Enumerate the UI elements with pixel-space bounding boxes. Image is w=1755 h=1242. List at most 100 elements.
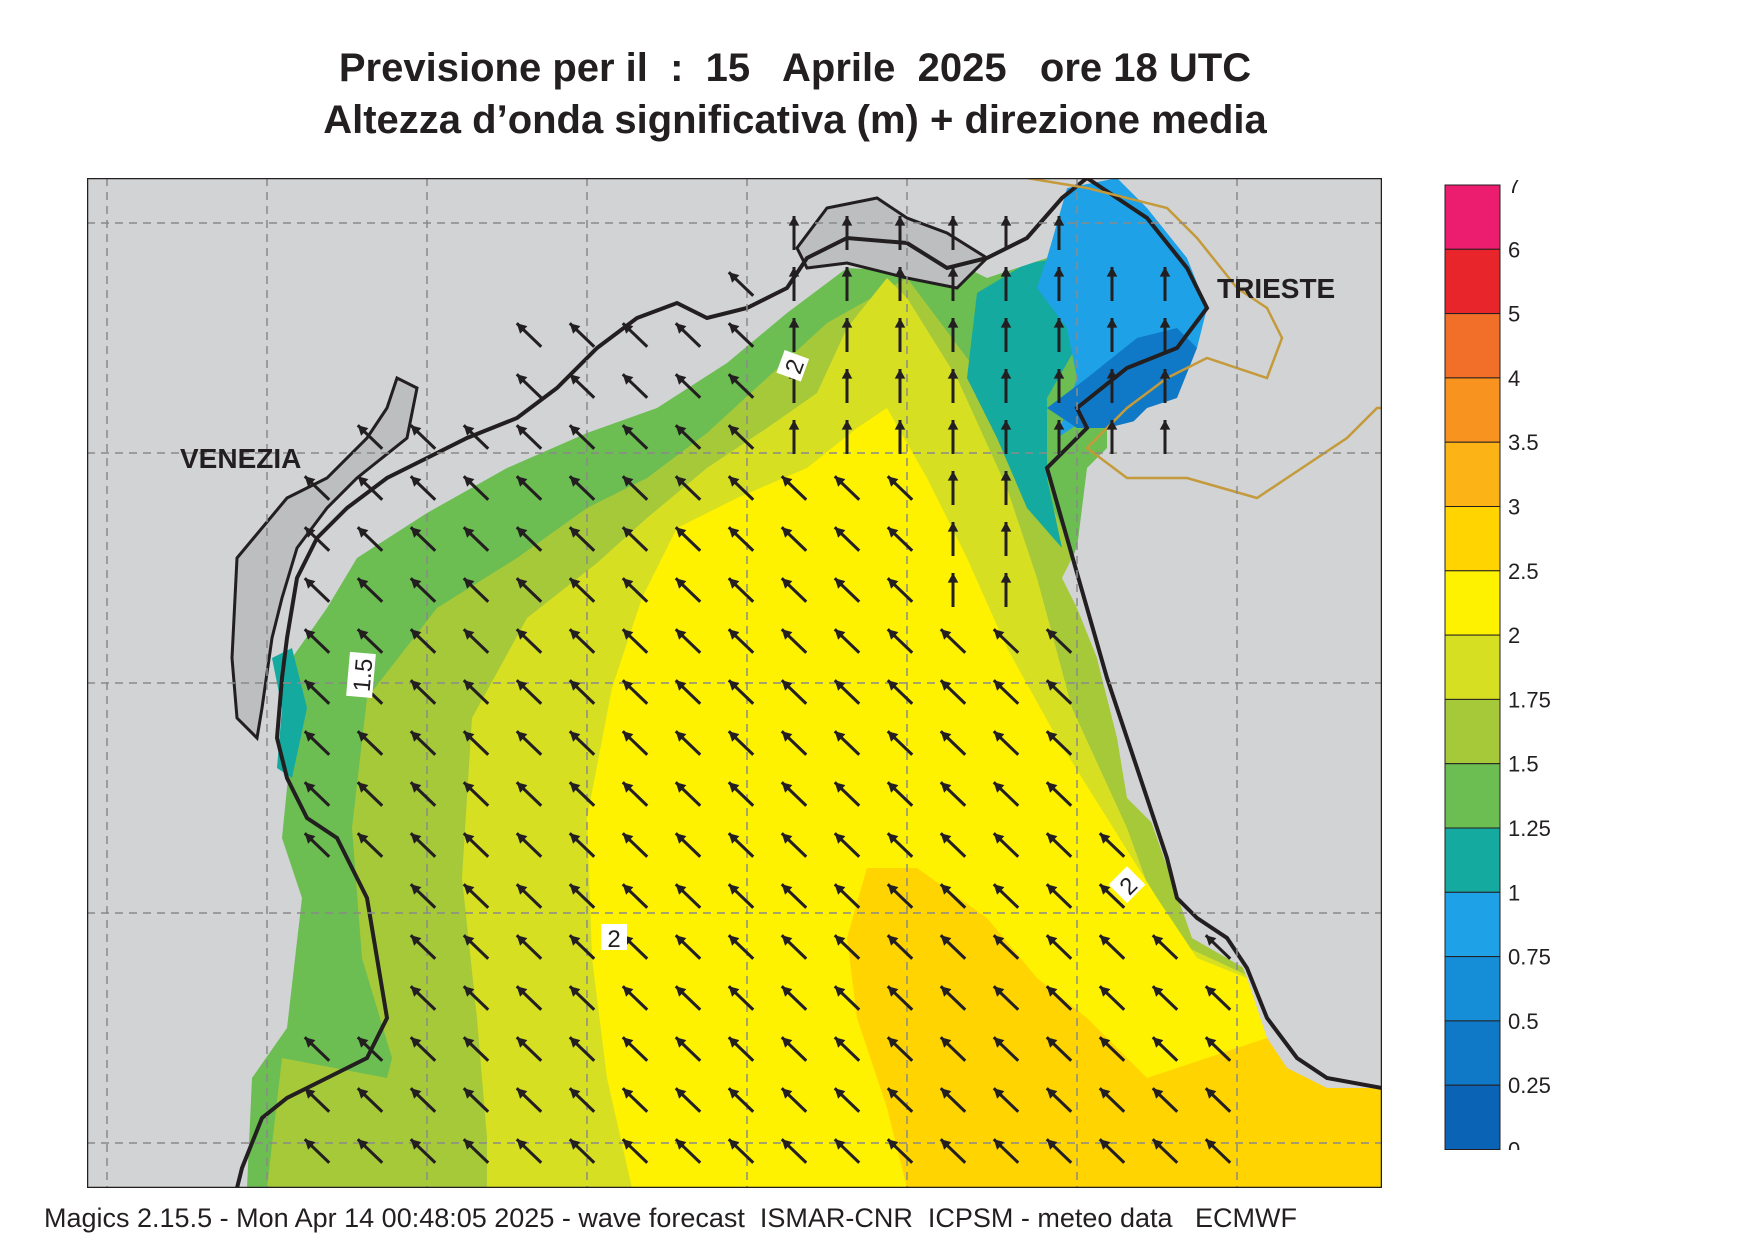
wave-arrow-head (516, 578, 528, 589)
wave-arrow-head (728, 629, 740, 640)
legend-swatch (1444, 184, 1501, 250)
wave-arrow-head (675, 629, 687, 640)
wave-arrow-head (993, 731, 1005, 742)
legend-swatch (1444, 827, 1501, 893)
wave-arrow-head (781, 935, 793, 946)
wave-arrow-head (569, 425, 581, 436)
wave-arrow-head (834, 1139, 846, 1150)
legend-swatch (1444, 570, 1501, 636)
wave-arrow-head (1152, 935, 1164, 946)
wave-arrow-head (1000, 318, 1012, 328)
wave-arrow-head (887, 731, 899, 742)
wave-arrow-head (675, 323, 687, 334)
wave-arrow-head (834, 986, 846, 997)
wave-arrow-head (728, 1088, 740, 1099)
wave-arrow-head (569, 1088, 581, 1099)
wave-arrow-head (940, 833, 952, 844)
wave-arrow-head (993, 1088, 1005, 1099)
wave-arrow-head (1046, 1088, 1058, 1099)
wave-arrow-head (781, 986, 793, 997)
legend-tick-label: 1 (1508, 880, 1520, 905)
wave-arrow-head (622, 425, 634, 436)
wave-arrow-head (622, 833, 634, 844)
wave-arrow-head (1053, 267, 1065, 277)
wave-arrow-head (947, 216, 959, 226)
wave-arrow-head (728, 1037, 740, 1048)
wave-arrow-head (947, 267, 959, 277)
wave-arrow-head (1152, 1088, 1164, 1099)
wave-arrow-head (1046, 884, 1058, 895)
contour-label-3: 2 (601, 924, 627, 953)
wave-arrow-head (894, 318, 906, 328)
wave-arrow-head (781, 1037, 793, 1048)
wave-arrow-head (940, 1088, 952, 1099)
land-mask-north (87, 178, 1382, 1188)
wave-arrow-head (841, 420, 853, 430)
wave-arrow-head (788, 318, 800, 328)
wave-arrow-head (834, 884, 846, 895)
wave-arrow-head (887, 935, 899, 946)
wave-arrow-head (675, 578, 687, 589)
wave-arrow-head (993, 1037, 1005, 1048)
wave-arrow-head (463, 731, 475, 742)
wave-arrow-head (622, 782, 634, 793)
wave-arrow-head (569, 527, 581, 538)
wave-arrow-head (781, 680, 793, 691)
wave-arrow-head (516, 323, 528, 334)
legend-swatch (1444, 891, 1501, 958)
wave-arrow-head (1000, 420, 1012, 430)
wave-arrow-head (357, 578, 369, 589)
wave-arrow-head (1046, 833, 1058, 844)
wave-arrow-head (410, 425, 422, 436)
wave-arrow-head (728, 833, 740, 844)
trieste-label: TRIESTE (1217, 273, 1335, 304)
wave-arrow-head (887, 884, 899, 895)
wave-arrow-head (887, 833, 899, 844)
wave-arrow-head (410, 578, 422, 589)
wave-arrow-head (788, 267, 800, 277)
wave-arrow-head (463, 1037, 475, 1048)
wave-arrow-head (781, 1088, 793, 1099)
wave-arrow-head (357, 731, 369, 742)
wave-arrow-head (940, 680, 952, 691)
legend-swatch (1444, 1084, 1501, 1150)
contour-band-2-5 (847, 868, 1382, 1188)
wave-arrow-head (728, 578, 740, 589)
wave-arrow-head (622, 1088, 634, 1099)
wave-arrow-head (304, 527, 316, 538)
wave-arrow-head (728, 986, 740, 997)
wave-arrow-head (728, 935, 740, 946)
wave-arrow-head (834, 527, 846, 538)
wave-arrow-head (781, 731, 793, 742)
wave-arrow-head (357, 782, 369, 793)
wave-arrow-head (1046, 1037, 1058, 1048)
wave-arrow-head (622, 374, 634, 385)
wave-arrow-head (569, 731, 581, 742)
wave-arrow-head (728, 323, 740, 334)
wave-arrow-head (569, 476, 581, 487)
wave-arrow-head (516, 527, 528, 538)
wave-arrow-head (410, 935, 422, 946)
wave-arrow-head (940, 935, 952, 946)
wave-arrow-head (887, 680, 899, 691)
wave-arrow-head (1106, 318, 1118, 328)
wave-arrow-head (410, 680, 422, 691)
wave-arrow-head (410, 1139, 422, 1150)
wave-arrow-head (675, 527, 687, 538)
wave-arrow-head (410, 986, 422, 997)
wave-arrow-head (622, 1037, 634, 1048)
wave-arrow-head (357, 476, 369, 487)
wave-arrow-head (516, 884, 528, 895)
wave-arrow-head (1205, 986, 1217, 997)
wave-arrow-head (675, 833, 687, 844)
legend-swatch (1444, 248, 1501, 315)
wave-arrow-head (1159, 369, 1171, 379)
wave-arrow-head (940, 986, 952, 997)
svg-text:1.5: 1.5 (349, 657, 379, 693)
wave-arrow-head (622, 731, 634, 742)
wave-arrow-head (1046, 935, 1058, 946)
wave-arrow-head (1053, 216, 1065, 226)
wave-arrow-head (463, 782, 475, 793)
wave-arrow-head (675, 1037, 687, 1048)
wave-arrow-head (410, 731, 422, 742)
